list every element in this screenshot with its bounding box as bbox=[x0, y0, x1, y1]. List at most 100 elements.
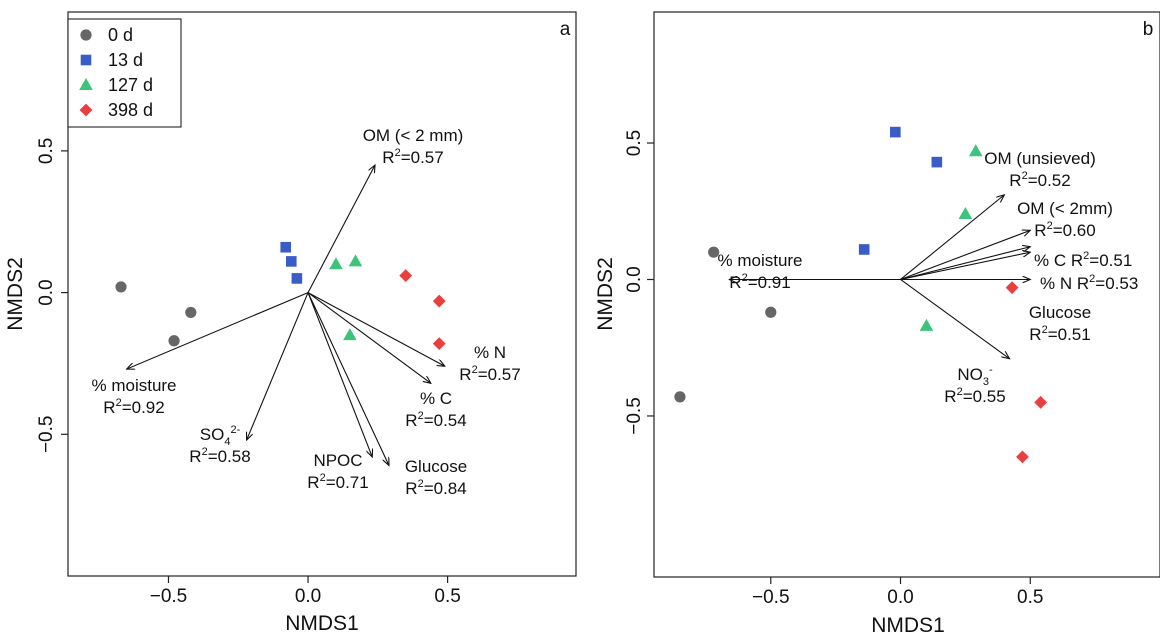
vector-arrow bbox=[900, 247, 1031, 281]
data-point-0d bbox=[765, 306, 777, 318]
r2-sup: 2 bbox=[1083, 250, 1089, 262]
data-point-0d bbox=[674, 391, 686, 403]
y-tick-label: 0.5 bbox=[624, 130, 645, 156]
r2-symbol: R bbox=[1009, 171, 1021, 190]
vector-name: % moisture bbox=[717, 251, 802, 270]
x-tick-label: 0.0 bbox=[295, 586, 321, 607]
r2-eq: = bbox=[1095, 274, 1105, 293]
vector-label: R2=0.57 bbox=[382, 147, 443, 167]
r2-value: 0.55 bbox=[973, 387, 1006, 406]
vector-label: SO42- bbox=[200, 424, 241, 448]
r2-eq: = bbox=[424, 479, 434, 498]
panel-letter: b bbox=[1143, 19, 1154, 40]
r2-value: 0.71 bbox=[336, 473, 369, 492]
r2-value: 0.53 bbox=[1105, 274, 1138, 293]
vector-label: % C bbox=[420, 389, 452, 408]
plot-frame bbox=[653, 11, 1160, 578]
vector-label: R2=0.58 bbox=[189, 446, 250, 466]
r2-value: 0.58 bbox=[218, 447, 251, 466]
r2-eq: = bbox=[208, 447, 218, 466]
chem-sub: 4 bbox=[224, 436, 230, 448]
vector-arrow bbox=[900, 230, 1031, 281]
vector-name: OM (unsieved) bbox=[984, 149, 1095, 168]
data-point-0d bbox=[115, 281, 127, 293]
legend: 0 d 13 d 127 d 398 d bbox=[67, 18, 182, 128]
r2-eq: = bbox=[963, 387, 973, 406]
r2-sup: 2 bbox=[202, 446, 208, 458]
panel-b: −0.5 0.0 0.5 −0.5 0.0 0.5 NMDS1 NMDS2 b OM (unsie… bbox=[594, 11, 1160, 637]
data-point-13d bbox=[291, 273, 303, 284]
r2-sup: 2 bbox=[418, 410, 424, 422]
r2-symbol: R bbox=[1066, 251, 1083, 270]
r2-sup: 2 bbox=[116, 397, 122, 409]
r2-sup: 2 bbox=[395, 147, 401, 159]
vector-name: OM (< 2 mm) bbox=[363, 126, 464, 145]
vector-label: OM (unsieved) bbox=[984, 149, 1095, 168]
r2-value: 0.51 bbox=[1058, 325, 1091, 344]
plot-frame bbox=[67, 11, 577, 577]
data-point-0d bbox=[168, 335, 180, 347]
chem-sup: - bbox=[989, 364, 993, 376]
vector-label: R2=0.55 bbox=[944, 386, 1005, 406]
data-point-398d bbox=[1005, 281, 1019, 295]
vector-name: NPOC bbox=[313, 451, 362, 470]
r2-eq: = bbox=[401, 148, 411, 167]
r2-eq: = bbox=[1048, 325, 1058, 344]
legend-marker bbox=[80, 29, 92, 41]
vector-label: R2=0.92 bbox=[103, 397, 164, 417]
vector-label: % C R2=0.51 bbox=[1034, 250, 1132, 270]
r2-sup: 2 bbox=[1047, 220, 1053, 232]
r2-sup: 2 bbox=[1089, 273, 1095, 285]
vector-arrow bbox=[307, 292, 372, 457]
x-tick-label: −0.5 bbox=[752, 587, 790, 608]
data-point-127d bbox=[968, 144, 983, 157]
x-tick-label: −0.5 bbox=[150, 586, 188, 607]
vector-label: Glucose bbox=[405, 457, 467, 476]
chem-sub: 3 bbox=[983, 376, 989, 388]
r2-symbol: R bbox=[1072, 274, 1089, 293]
r2-eq: = bbox=[1053, 221, 1063, 240]
y-axis-label: NMDS2 bbox=[594, 257, 617, 331]
data-point-13d bbox=[931, 156, 943, 168]
data-point-398d bbox=[1016, 450, 1029, 464]
r2-value: 0.57 bbox=[411, 148, 444, 167]
vector-arrow bbox=[900, 195, 1005, 280]
data-point-398d bbox=[432, 294, 446, 308]
r2-symbol: R bbox=[103, 398, 115, 417]
vector-label: OM (< 2 mm) bbox=[363, 126, 464, 145]
r2-eq: = bbox=[478, 365, 488, 384]
x-tick-label: 0.5 bbox=[1017, 587, 1043, 608]
vector-label: R2=0.60 bbox=[1034, 220, 1095, 240]
data-point-398d bbox=[1034, 395, 1048, 409]
r2-eq: = bbox=[1089, 251, 1099, 270]
r2-value: 0.54 bbox=[434, 411, 467, 430]
r2-symbol: R bbox=[405, 411, 417, 430]
data-point-127d bbox=[343, 328, 357, 341]
x-axis-label: NMDS1 bbox=[285, 612, 359, 635]
vector-arrow bbox=[307, 292, 389, 466]
y-tick-label: 0.0 bbox=[624, 266, 645, 292]
legend-marker bbox=[80, 54, 92, 66]
vector-name: Glucose bbox=[405, 457, 467, 476]
vector-arrow bbox=[900, 279, 1010, 358]
r2-sup: 2 bbox=[418, 478, 424, 490]
legend-marker bbox=[79, 78, 93, 90]
data-point-127d bbox=[958, 206, 973, 219]
r2-symbol: R bbox=[189, 447, 201, 466]
legend-label: 127 d bbox=[108, 75, 153, 95]
r2-value: 0.84 bbox=[434, 479, 467, 498]
r2-sup: 2 bbox=[1022, 170, 1028, 182]
legend-label: 398 d bbox=[108, 100, 153, 120]
vector-label: NPOC bbox=[313, 451, 362, 470]
data-point-13d bbox=[890, 126, 901, 138]
vector-label: R2=0.51 bbox=[1029, 324, 1090, 344]
legend-label: 0 d bbox=[108, 25, 133, 45]
r2-symbol: R bbox=[944, 387, 956, 406]
r2-value: 0.91 bbox=[758, 273, 791, 292]
vector-name: % N bbox=[1040, 274, 1072, 293]
vector-name: Glucose bbox=[1029, 303, 1091, 322]
data-point-13d bbox=[280, 241, 292, 253]
r2-symbol: R bbox=[382, 148, 394, 167]
